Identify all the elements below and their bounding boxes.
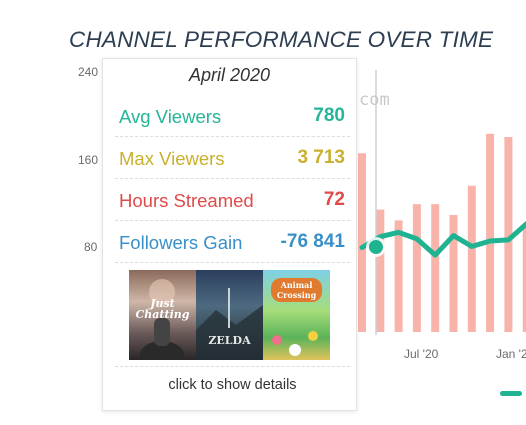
avg-viewers-label: Avg Viewers bbox=[119, 106, 222, 127]
followers-gain-value: -76 841 bbox=[280, 231, 345, 252]
bar-5[interactable] bbox=[449, 215, 458, 332]
row-max-viewers: Max Viewers 3 713 bbox=[115, 138, 350, 179]
avg-viewers-line bbox=[359, 221, 526, 258]
max-viewers-value: 3 713 bbox=[297, 147, 345, 168]
page-title: CHANNEL PERFORMANCE OVER TIME bbox=[69, 27, 494, 52]
bar-4[interactable] bbox=[431, 204, 440, 332]
row-followers-gain: Followers Gain -76 841 bbox=[115, 222, 350, 263]
sword-icon bbox=[196, 288, 263, 360]
tooltip-title: April 2020 bbox=[188, 65, 271, 85]
game-thumbnails: Just Chatting ZELDA Animal Crossing bbox=[129, 270, 331, 360]
watermark-text: com bbox=[359, 90, 390, 110]
tooltip-card[interactable]: April 2020 Avg Viewers 780 Max Viewers 3… bbox=[102, 58, 357, 411]
followers-gain-label: Followers Gain bbox=[119, 232, 243, 253]
max-viewers-label: Max Viewers bbox=[119, 148, 225, 169]
bar-2[interactable] bbox=[394, 220, 403, 332]
bar-0[interactable] bbox=[358, 153, 366, 332]
microphone-icon bbox=[140, 279, 184, 360]
hours-streamed-label: Hours Streamed bbox=[119, 190, 254, 211]
hours-streamed-value: 72 bbox=[323, 189, 345, 210]
avg-viewers-value: 780 bbox=[313, 105, 345, 126]
leaf-icon bbox=[271, 278, 322, 356]
just-chatting-thumbnail[interactable]: Just Chatting bbox=[129, 270, 196, 360]
x-tick-jul-20: Jul '20 bbox=[404, 347, 439, 361]
y-tick-240: 240 bbox=[78, 65, 98, 79]
bar-9[interactable] bbox=[522, 225, 526, 332]
bar-6[interactable] bbox=[467, 185, 476, 332]
y-tick-80: 80 bbox=[84, 240, 98, 254]
show-details-link[interactable]: click to show details bbox=[115, 366, 350, 393]
row-hours-streamed: Hours Streamed 72 bbox=[115, 180, 350, 221]
just-chatting-caption: Just Chatting bbox=[135, 297, 190, 321]
bar-7[interactable] bbox=[486, 133, 495, 332]
animal-crossing-caption: Animal Crossing bbox=[276, 280, 317, 300]
hover-point bbox=[369, 240, 383, 254]
zelda-caption: ZELDA bbox=[208, 334, 251, 347]
animal-crossing-thumbnail[interactable]: Animal Crossing bbox=[263, 270, 330, 360]
y-tick-160: 160 bbox=[78, 153, 98, 167]
legend-line-marker[interactable] bbox=[500, 391, 522, 396]
row-avg-viewers: Avg Viewers 780 bbox=[115, 96, 350, 137]
bar-3[interactable] bbox=[412, 204, 421, 332]
bar-8[interactable] bbox=[504, 137, 513, 332]
bar-1[interactable] bbox=[376, 209, 385, 332]
zelda-thumbnail[interactable]: ZELDA bbox=[196, 270, 263, 360]
bars-group bbox=[358, 133, 526, 332]
x-tick-jan-21: Jan '2 bbox=[496, 347, 526, 361]
